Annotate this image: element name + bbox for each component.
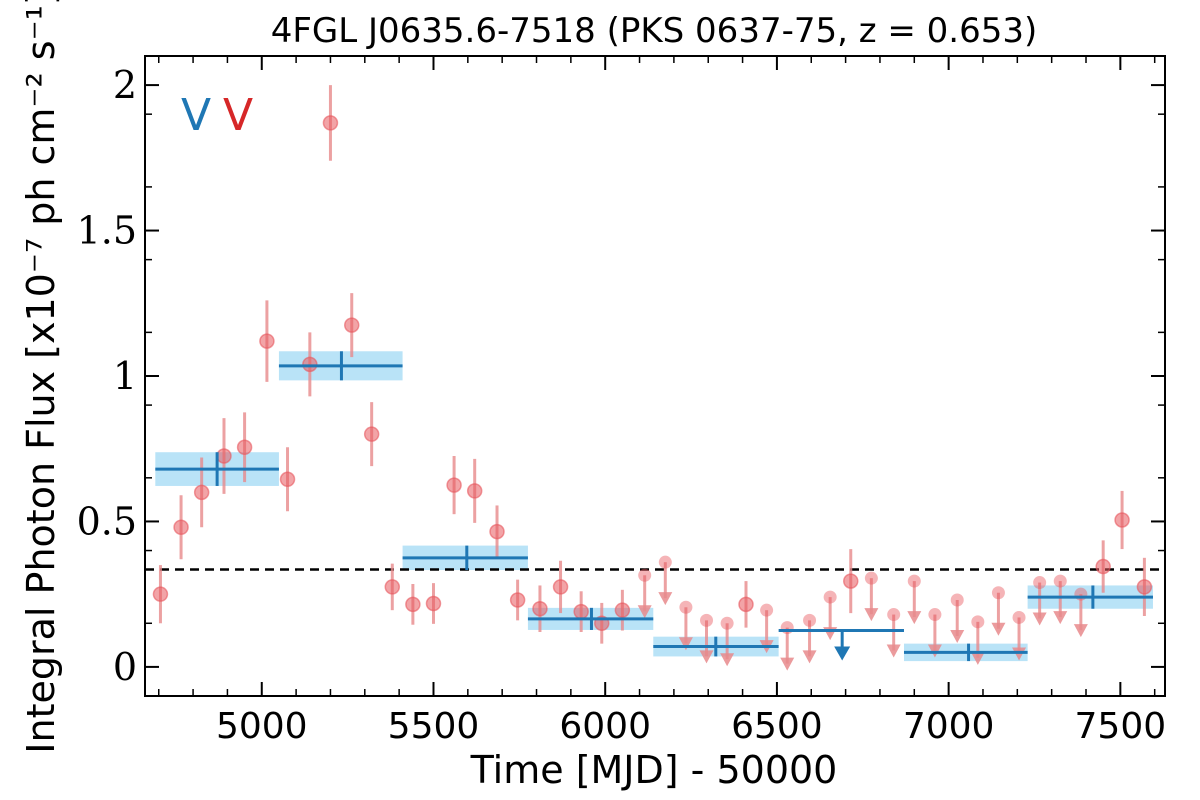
short-bin-point — [509, 592, 526, 608]
short-bin-point — [552, 579, 569, 595]
x-axis-label: Time [MJD] - 50000 — [470, 748, 838, 792]
short-bin-point — [322, 115, 339, 131]
short-bin-point — [843, 573, 859, 589]
short-bin-point — [405, 596, 421, 613]
upper-limit-arrow — [1012, 647, 1027, 661]
upper-limit-marker — [638, 568, 652, 582]
upper-limit-marker — [823, 590, 837, 604]
upper-limit-arrow — [780, 657, 795, 671]
upper-limit-marker — [928, 608, 942, 622]
upper-limit-marker — [864, 571, 878, 585]
upper-limit-marker — [971, 615, 985, 629]
short-bin-point — [466, 483, 483, 499]
short-bin-point — [1114, 512, 1130, 528]
y-tick-label: 1.5 — [77, 209, 137, 253]
upper-limit-marker — [720, 616, 734, 630]
x-tick-label: 7000 — [903, 706, 995, 747]
short-bin-point — [425, 595, 442, 612]
short-bin-point — [1095, 558, 1111, 575]
short-bin-point — [152, 586, 169, 602]
upper-limit-marker — [1012, 610, 1026, 624]
y-tick-label: 1 — [113, 354, 137, 398]
upper-limit-marker — [1033, 576, 1047, 590]
upper-limit-arrow — [991, 622, 1006, 636]
upper-limit-arrow — [886, 644, 901, 658]
y-tick-label: 0.5 — [77, 499, 137, 543]
upper-limit-marker — [991, 586, 1005, 600]
upper-limit-marker — [1074, 587, 1088, 601]
short-bin-point — [573, 603, 589, 620]
upper-limit-marker — [803, 613, 817, 627]
short-bin-point — [489, 523, 505, 540]
upper-limit-marker — [700, 613, 714, 627]
corner-marker-text: V — [181, 90, 211, 141]
upper-limit-arrow — [864, 608, 879, 622]
x-tick-label: 7500 — [1075, 706, 1167, 747]
upper-limit-arrow — [637, 605, 652, 619]
upper-limit-arrow — [950, 630, 965, 643]
upper-limit-arrow — [1032, 612, 1047, 626]
short-bin-point — [343, 317, 360, 333]
upper-limit-arrow — [658, 592, 673, 606]
upper-limit-arrow — [802, 650, 817, 664]
x-tick-label: 6500 — [731, 706, 823, 747]
upper-limit-arrow — [970, 651, 985, 665]
upper-limit-arrow — [907, 611, 922, 625]
upper-limit-arrow — [699, 650, 714, 664]
short-bin-point — [173, 519, 189, 536]
y-tick-label: 0 — [113, 645, 137, 689]
short-bin-point — [193, 484, 210, 501]
short-bin-point — [614, 602, 631, 618]
x-tick-label: 5000 — [216, 706, 308, 747]
upper-limit-arrow — [720, 653, 735, 667]
upper-limit-marker — [679, 600, 693, 614]
corner-marker-text: V — [223, 90, 253, 141]
short-bin-point — [279, 471, 296, 488]
short-bin-point — [1136, 579, 1153, 595]
y-tick-label: 2 — [113, 63, 137, 107]
upper-limit-marker — [907, 574, 921, 588]
short-bin-point — [446, 477, 462, 493]
upper-limit-arrow — [678, 637, 693, 651]
short-bin-point — [363, 426, 380, 442]
long-bin-upper-limit-arrow — [834, 646, 851, 661]
short-bin-point — [236, 439, 253, 456]
short-bin-point — [532, 600, 548, 617]
upper-limit-marker — [658, 555, 672, 569]
upper-limit-marker — [950, 593, 964, 607]
chart-title: 4FGL J0635.6-7518 (PKS 0637-75, z = 0.65… — [271, 11, 1038, 51]
short-bin-point — [259, 333, 275, 349]
upper-limit-marker — [780, 621, 794, 635]
short-bin-point — [738, 596, 754, 613]
upper-limit-marker — [1053, 574, 1067, 588]
short-bin-point — [216, 448, 232, 464]
upper-limit-arrow — [1073, 624, 1088, 638]
x-tick-label: 5500 — [388, 706, 480, 747]
short-bin-point — [384, 579, 401, 595]
y-axis-label: Integral Photon Flux [x10⁻⁷ ph cm⁻² s⁻¹] — [19, 0, 63, 754]
upper-limit-marker — [760, 603, 774, 617]
upper-limit-arrow — [823, 627, 838, 641]
upper-limit-marker — [887, 608, 901, 622]
x-tick-label: 6000 — [559, 706, 651, 747]
upper-limit-arrow — [1053, 611, 1068, 625]
